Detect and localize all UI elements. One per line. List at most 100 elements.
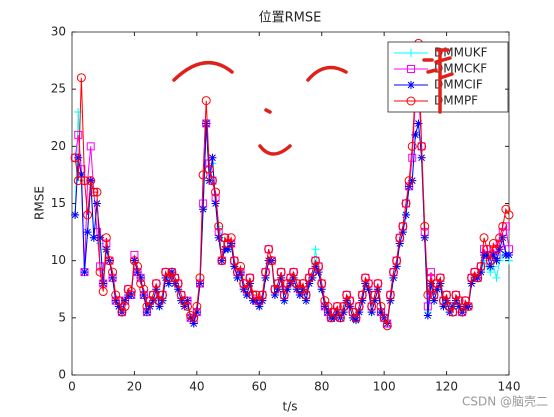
marker bbox=[417, 141, 427, 151]
marker bbox=[142, 301, 152, 311]
marker bbox=[295, 290, 304, 299]
marker bbox=[111, 290, 121, 300]
marker bbox=[355, 308, 364, 317]
marker bbox=[498, 233, 507, 242]
marker bbox=[245, 279, 254, 288]
marker bbox=[401, 210, 410, 219]
marker bbox=[101, 233, 111, 243]
marker bbox=[370, 290, 380, 300]
marker bbox=[407, 65, 415, 73]
x-tick-label: 140 bbox=[498, 380, 521, 394]
marker bbox=[476, 261, 486, 271]
marker bbox=[470, 267, 480, 277]
marker bbox=[339, 308, 348, 317]
marker bbox=[451, 290, 461, 300]
marker bbox=[492, 256, 501, 265]
marker bbox=[202, 119, 211, 128]
marker bbox=[392, 262, 401, 271]
marker bbox=[242, 290, 251, 299]
y-tick-label: 0 bbox=[58, 368, 66, 382]
marker bbox=[208, 153, 217, 162]
marker bbox=[161, 273, 170, 282]
marker bbox=[479, 233, 489, 243]
marker bbox=[311, 262, 320, 271]
marker bbox=[207, 176, 217, 186]
scribble-eye bbox=[172, 60, 234, 82]
marker bbox=[199, 205, 208, 214]
marker bbox=[276, 267, 286, 277]
marker bbox=[192, 301, 202, 311]
marker bbox=[495, 245, 504, 254]
marker bbox=[489, 250, 498, 259]
x-axis-label: t/s bbox=[283, 400, 298, 414]
marker bbox=[149, 296, 158, 305]
y-tick-label: 15 bbox=[51, 196, 66, 210]
marker bbox=[151, 279, 161, 289]
marker bbox=[454, 296, 464, 306]
marker bbox=[501, 204, 511, 214]
marker bbox=[482, 244, 492, 254]
marker bbox=[305, 279, 314, 288]
marker bbox=[242, 284, 252, 294]
marker bbox=[279, 290, 289, 300]
marker bbox=[308, 273, 317, 282]
marker bbox=[189, 313, 199, 323]
marker bbox=[395, 233, 405, 243]
marker bbox=[485, 256, 495, 266]
marker bbox=[214, 233, 223, 242]
marker bbox=[467, 279, 476, 288]
marker bbox=[473, 273, 483, 283]
marker bbox=[330, 313, 339, 322]
marker bbox=[251, 290, 261, 300]
marker bbox=[114, 296, 124, 306]
marker bbox=[398, 221, 408, 231]
marker bbox=[448, 307, 458, 317]
marker bbox=[455, 302, 464, 311]
marker bbox=[323, 308, 332, 317]
marker bbox=[314, 261, 324, 271]
marker bbox=[307, 267, 317, 277]
marker bbox=[339, 301, 349, 311]
x-tick-label: 100 bbox=[373, 380, 396, 394]
marker bbox=[73, 176, 83, 186]
marker bbox=[282, 279, 292, 289]
marker bbox=[333, 308, 342, 317]
marker bbox=[233, 273, 242, 282]
marker bbox=[457, 307, 467, 317]
marker bbox=[295, 284, 305, 294]
marker bbox=[177, 296, 186, 305]
marker bbox=[264, 244, 274, 254]
marker bbox=[108, 273, 117, 282]
marker bbox=[146, 302, 155, 311]
x-tick-label: 0 bbox=[68, 380, 76, 394]
marker bbox=[332, 301, 342, 311]
marker bbox=[495, 233, 505, 243]
scribble-eye bbox=[306, 65, 348, 82]
marker bbox=[492, 273, 501, 282]
marker bbox=[96, 233, 105, 242]
marker bbox=[385, 290, 395, 300]
marker bbox=[104, 256, 114, 266]
marker bbox=[351, 313, 361, 323]
marker bbox=[229, 256, 239, 266]
marker bbox=[248, 290, 258, 300]
marker bbox=[364, 279, 374, 289]
marker bbox=[201, 96, 211, 106]
marker bbox=[236, 261, 246, 271]
marker bbox=[211, 199, 220, 208]
marker bbox=[326, 313, 336, 323]
marker bbox=[348, 313, 357, 322]
marker bbox=[411, 130, 420, 139]
marker bbox=[258, 296, 267, 305]
marker bbox=[186, 313, 195, 322]
marker bbox=[504, 210, 514, 220]
marker bbox=[320, 302, 329, 311]
marker bbox=[239, 285, 248, 294]
marker bbox=[261, 267, 271, 277]
marker bbox=[164, 273, 174, 283]
marker bbox=[236, 268, 245, 277]
marker bbox=[438, 296, 448, 306]
marker bbox=[270, 284, 280, 294]
marker bbox=[354, 301, 364, 311]
marker bbox=[342, 296, 351, 305]
